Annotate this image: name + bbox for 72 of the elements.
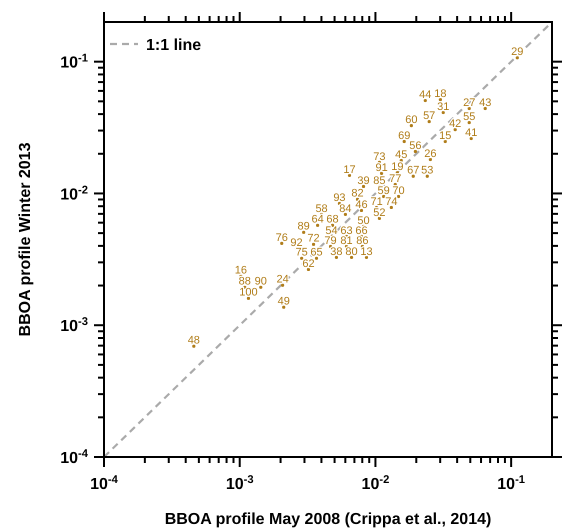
annotation: 77 bbox=[389, 172, 402, 185]
annotation: 18 bbox=[434, 88, 447, 100]
annotation: 76 bbox=[276, 232, 288, 244]
annotation: 56 bbox=[409, 140, 422, 152]
annotation: 39 bbox=[357, 174, 370, 187]
annotation: 92 bbox=[290, 236, 303, 249]
annotation: 80 bbox=[345, 246, 358, 258]
annotation: 38 bbox=[330, 246, 343, 258]
annotation: 90 bbox=[254, 276, 267, 288]
annotation: 55 bbox=[463, 110, 476, 123]
annotation: 45 bbox=[395, 148, 408, 161]
x-tick-label: 10$^{-3}$ bbox=[226, 474, 254, 493]
annotation: 50 bbox=[357, 214, 370, 227]
annotation: 89 bbox=[298, 220, 310, 233]
annotation: 82 bbox=[351, 188, 364, 200]
x-axis-title: BBOA profile May 2008 (Crippa et al., 2014) bbox=[164, 511, 492, 528]
annotation: 79 bbox=[324, 234, 337, 247]
annotation: 60 bbox=[405, 114, 418, 126]
annotation: 31 bbox=[437, 100, 450, 113]
annotation: 84 bbox=[339, 202, 352, 215]
x-tick-label: 10$^{-1}$ bbox=[497, 474, 526, 493]
annotation: 71 bbox=[370, 196, 383, 208]
annotation: 42 bbox=[449, 118, 462, 130]
annotation: 41 bbox=[465, 126, 478, 139]
annotation: 65 bbox=[310, 246, 323, 259]
y-tick-label: 10$^{-3}$ bbox=[60, 316, 88, 336]
annotation: 100 bbox=[239, 286, 258, 299]
annotation: 26 bbox=[424, 148, 436, 160]
annotation: 62 bbox=[302, 258, 315, 270]
annotation: 64 bbox=[311, 214, 324, 226]
annotation: 17 bbox=[343, 164, 356, 176]
annotation: 66 bbox=[355, 224, 368, 237]
annotation: 53 bbox=[421, 164, 434, 177]
annotation: 43 bbox=[479, 96, 492, 109]
annotation: 88 bbox=[238, 276, 251, 288]
annotation: 63 bbox=[340, 224, 353, 237]
annotation: 46 bbox=[355, 198, 368, 211]
annotation: 68 bbox=[326, 214, 339, 226]
y-axis-title: BBOA profile Winter 2013 bbox=[17, 142, 34, 336]
annotation: 29 bbox=[511, 46, 524, 58]
annotation: 69 bbox=[398, 130, 410, 142]
annotation: 81 bbox=[340, 234, 353, 247]
annotation: 13 bbox=[360, 246, 373, 258]
annotation: 72 bbox=[307, 232, 320, 245]
y-tick-label: 10$^{-4}$ bbox=[60, 448, 89, 467]
annotation: 27 bbox=[463, 96, 476, 109]
x-tick-label: 10$^{-2}$ bbox=[362, 474, 390, 493]
annotation: 70 bbox=[392, 184, 405, 197]
annotation: 48 bbox=[188, 334, 200, 347]
annotation: 15 bbox=[439, 130, 452, 142]
annotation: 19 bbox=[391, 160, 404, 173]
annotation: 67 bbox=[407, 164, 420, 177]
annotation: 91 bbox=[375, 162, 388, 174]
x-tick-label: 10$^{-4}$ bbox=[90, 474, 119, 493]
annotation: 57 bbox=[423, 110, 436, 122]
annotation: 59 bbox=[378, 184, 390, 197]
annotation: 73 bbox=[373, 150, 386, 163]
y-tick-label: 10$^{-2}$ bbox=[60, 184, 88, 204]
annotation: 75 bbox=[296, 246, 308, 259]
annotation: 85 bbox=[373, 174, 386, 187]
annotation: 49 bbox=[278, 296, 290, 308]
annotation: 16 bbox=[234, 264, 248, 277]
annotation: 44 bbox=[419, 88, 432, 101]
y-tick-label: 10$^{-1}$ bbox=[60, 52, 88, 72]
legend-label: 1:1 line bbox=[146, 37, 202, 54]
annotation: 24 bbox=[276, 274, 289, 286]
annotation: 52 bbox=[373, 206, 386, 219]
annotation: 86 bbox=[356, 234, 369, 247]
annotation: 54 bbox=[325, 224, 338, 237]
annotation: 58 bbox=[315, 202, 328, 215]
annotation: 93 bbox=[333, 192, 346, 204]
annotation: 74 bbox=[385, 196, 398, 208]
